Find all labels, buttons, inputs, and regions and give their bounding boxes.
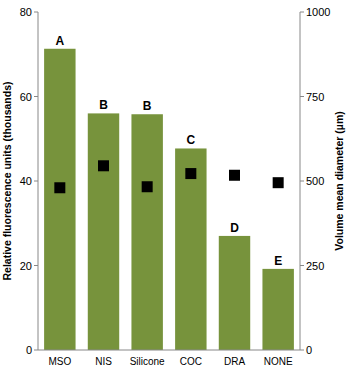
bar [175,148,206,350]
y2-tick-label: 0 [306,344,312,356]
point [273,177,284,188]
x-tick-label: NIS [95,356,112,367]
chart: A B B C D E 0 20 40 60 80 0 250 500 750 1000 MSO NIS Silic… [0,0,350,375]
bar [44,49,75,350]
y-tick-label: 0 [26,344,32,356]
point [185,168,196,179]
annotation: D [230,221,239,235]
x-tick-label: Silicone [130,356,165,367]
y2-tick [300,12,304,13]
y-tick [34,350,38,351]
bar [219,236,250,350]
x-tick-label: DRA [224,356,245,367]
y2-tick [300,350,304,351]
annotation: B [143,99,152,113]
y2-axis-title: Volume mean diameter (µm) [333,111,345,250]
point [229,170,240,181]
point [54,182,65,193]
y2-tick-label: 500 [306,175,324,187]
bar [88,113,119,350]
y-tick-label: 80 [20,6,32,18]
y-tick-label: 60 [20,91,32,103]
annotation: B [99,98,108,112]
point [98,160,109,171]
y-tick [34,12,38,13]
x-axis-line [38,350,300,351]
y2-tick [300,96,304,97]
annotation: A [55,34,64,48]
y-tick-label: 20 [20,260,32,272]
x-tick-label: MSO [48,356,71,367]
y-tick [34,265,38,266]
annotation: C [186,133,195,147]
y-tick [34,96,38,97]
annotation: E [274,254,282,268]
y2-tick [300,265,304,266]
bar [131,114,162,350]
y2-tick [300,181,304,182]
y-tick [34,181,38,182]
y-tick-label: 40 [20,175,32,187]
y2-tick-label: 250 [306,260,324,272]
axes [34,12,304,350]
marks [44,49,294,350]
y2-tick-label: 1000 [306,6,330,18]
bar [262,269,293,350]
point [142,181,153,192]
x-tick-label: NONE [264,356,293,367]
x-tick-label: COC [180,356,202,367]
y2-tick-label: 750 [306,91,324,103]
y-axis-title: Relative fluorescence units (thousands) [1,82,13,281]
